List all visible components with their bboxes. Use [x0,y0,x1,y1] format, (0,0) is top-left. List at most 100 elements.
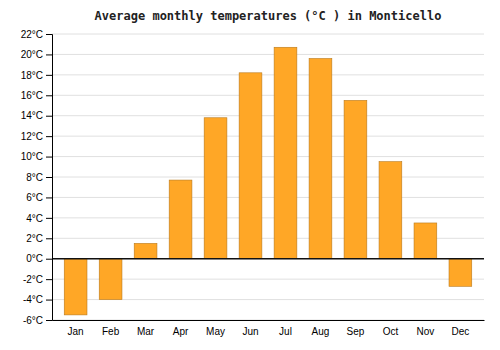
bar [449,259,472,287]
y-tick: -6°C [23,315,52,326]
x-tick-label: Aug [312,326,330,337]
bar [379,162,402,259]
x-tick-label: May [206,326,225,337]
plot: -6°C -4°C -2°C 0°C 2°C 4°C 6°C 8°C 10°C 12°C 14°C 1… [21,29,485,337]
y-tick-mark [46,279,52,280]
grid-line [52,197,484,198]
y-tick: 4°C [26,213,52,224]
y-tick-label: 12°C [21,131,43,142]
y-tick-label: -2°C [23,274,43,285]
x-axis: Jan Feb Mar Apr May Jun Jul Aug Sep Oct Nov Dec [53,321,485,338]
grid-line [52,258,484,259]
bar [169,180,192,259]
y-axis-line [46,35,53,321]
chart: -6°C -4°C -2°C 0°C 2°C 4°C 6°C 8°C 10°C 12°C 14°C 1… [0,0,500,350]
x-tick: Nov [417,326,435,337]
grid-line [52,115,484,116]
y-tick-label: -6°C [23,315,43,326]
x-tick: Mar [137,326,155,337]
y-axis: -6°C -4°C -2°C 0°C 2°C 4°C 6°C 8°C 10°C 12°C 14°C 1… [21,29,53,326]
x-tick: Aug [312,326,330,337]
x-tick: Jul [279,326,292,337]
bar [274,47,297,258]
grid-line [52,177,484,178]
y-tick-label: 20°C [21,49,43,60]
grid-line [52,217,484,218]
bar [134,243,157,258]
y-tick-label: 22°C [21,29,43,40]
y-tick-mark [46,157,52,158]
x-tick-label: Jul [279,326,292,337]
x-tick-label: Dec [451,326,469,337]
x-tick: Jan [68,326,84,337]
y-tick-label: -4°C [23,294,43,305]
y-tick-mark [46,238,52,239]
x-tick: Sep [347,326,365,337]
title: Average monthly temperatures (°C ) in Mo… [95,9,442,23]
y-tick: 10°C [21,151,52,162]
grid [52,34,484,320]
y-tick-label: 6°C [26,192,43,203]
y-tick: -2°C [23,274,52,285]
y-tick: 8°C [26,172,52,183]
x-tick: Oct [383,326,399,337]
y-tick: -4°C [23,294,52,305]
bar [309,59,332,259]
y-tick-label: 4°C [26,213,43,224]
grid-line [52,54,484,55]
grid-line [52,34,484,35]
x-tick-label: Oct [383,326,399,337]
bar [64,259,87,315]
grid-line [52,156,484,157]
y-tick: 6°C [26,192,52,203]
y-tick-mark [46,116,52,117]
bar [239,73,262,259]
x-tick-label: Jun [242,326,258,337]
bars [64,47,472,315]
y-tick: 12°C [21,131,52,142]
grid-line [52,95,484,96]
y-tick-mark [46,54,52,55]
y-tick-mark [46,95,52,96]
y-tick-mark [46,177,52,178]
y-tick: 0°C [26,253,52,264]
bar [344,100,367,258]
x-tick-label: Sep [347,326,365,337]
y-tick: 18°C [21,70,52,81]
y-tick-label: 14°C [21,110,43,121]
y-tick: 2°C [26,233,52,244]
y-tick: 20°C [21,49,52,60]
x-axis-line [53,320,485,321]
bar [99,259,122,300]
x-tick-label: Apr [173,326,189,337]
grid-line [52,320,484,321]
y-tick-label: 0°C [26,253,43,264]
x-tick-label: Feb [102,326,120,337]
bar [414,223,437,259]
x-tick: May [206,326,225,337]
y-tick-mark [46,34,52,35]
x-tick-label: Nov [417,326,435,337]
y-tick-label: 8°C [26,172,43,183]
y-tick-label: 18°C [21,70,43,81]
bar [204,118,227,259]
y-tick-mark [46,259,52,260]
y-tick: 22°C [21,29,52,40]
y-tick-label: 2°C [26,233,43,244]
y-tick-mark [46,320,52,321]
zero-line [52,258,484,260]
grid-line [52,74,484,75]
y-tick: 16°C [21,90,52,101]
y-tick-label: 10°C [21,151,43,162]
x-tick-label: Mar [137,326,155,337]
x-tick: Feb [102,326,120,337]
x-tick: Jun [242,326,258,337]
x-tick: Apr [173,326,189,337]
y-tick-mark [46,136,52,137]
grid-line [52,136,484,137]
y-tick-mark [46,300,52,301]
y-tick-label: 16°C [21,90,43,101]
y-tick-mark [46,197,52,198]
y-tick-mark [46,75,52,76]
y-tick: 14°C [21,110,52,121]
